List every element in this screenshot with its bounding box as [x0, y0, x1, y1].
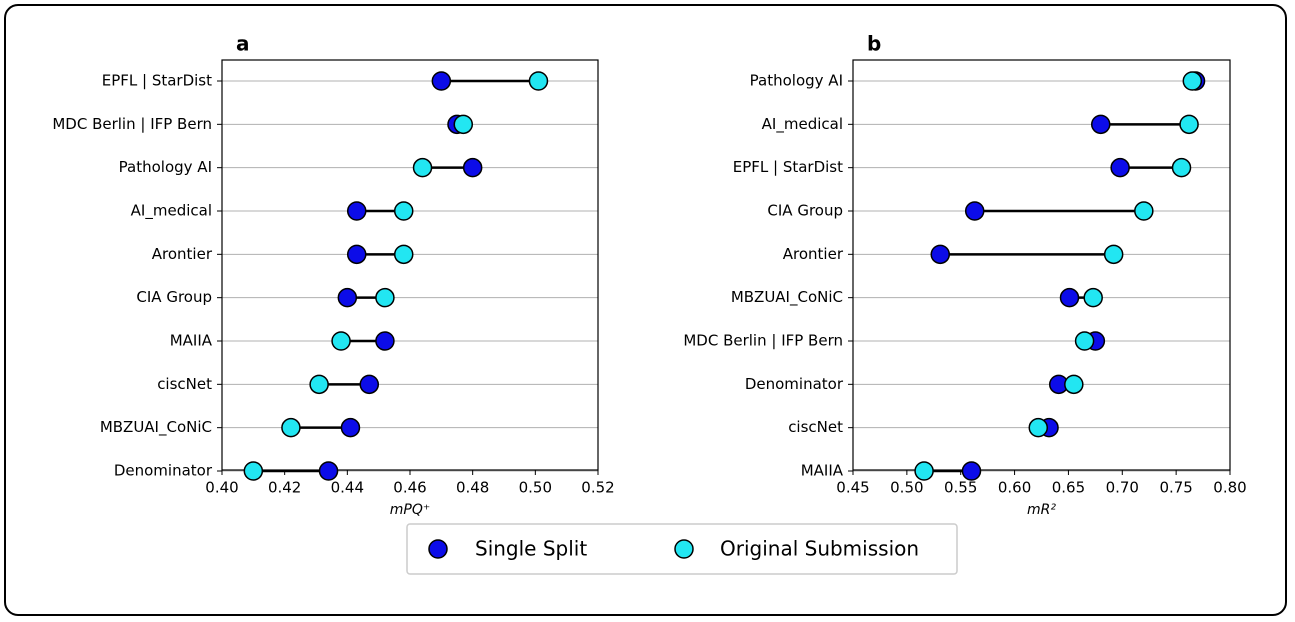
dot — [914, 461, 934, 481]
y-tick-label: Arontier — [783, 245, 844, 263]
y-tick-label: EPFL | StarDist — [733, 158, 843, 176]
frame — [4, 4, 1287, 616]
dot — [346, 244, 367, 265]
dot — [1028, 417, 1049, 438]
x-tick-label: 0.48 — [456, 479, 489, 497]
x-tick-label: 0.40 — [205, 479, 238, 497]
dot — [431, 71, 452, 91]
legend-marker — [428, 539, 448, 559]
axes-frame — [852, 59, 1231, 471]
dot — [930, 244, 950, 265]
x-tick-label: 0.50 — [519, 479, 552, 497]
x-axis-label: mR² — [1027, 502, 1056, 518]
dot — [1182, 71, 1203, 91]
panel-label: a — [236, 32, 250, 56]
dot — [346, 201, 367, 221]
dot — [331, 331, 351, 351]
dot — [1059, 287, 1080, 308]
dot — [453, 114, 474, 135]
y-tick-label: AI_medical — [762, 115, 843, 134]
y-tick-label: MAIIA — [170, 332, 213, 350]
dot — [1064, 374, 1084, 395]
y-tick-label: Denominator — [114, 462, 213, 480]
x-tick-label: 0.70 — [1106, 479, 1139, 497]
y-tick-label: Pathology AI — [750, 72, 843, 90]
dot — [1090, 114, 1111, 135]
dot — [528, 71, 549, 91]
x-tick-label: 0.55 — [944, 479, 977, 497]
dot — [375, 331, 395, 351]
dot — [462, 157, 483, 178]
dot — [337, 287, 358, 308]
dot — [281, 417, 301, 438]
y-tick-label: MBZUAI_CoNiC — [100, 418, 212, 437]
y-tick-label: MAIIA — [801, 462, 844, 480]
x-tick-label: 0.50 — [890, 479, 923, 497]
y-tick-label: Denominator — [745, 375, 844, 393]
dot — [964, 201, 985, 221]
y-tick-label: AI_medical — [131, 202, 212, 221]
x-axis-label: mPQ⁺ — [390, 502, 431, 518]
panel-label: b — [867, 32, 881, 56]
dot — [375, 287, 395, 308]
dot — [359, 374, 380, 395]
legend-label: Original Submission — [720, 537, 919, 561]
dot — [961, 461, 982, 481]
x-tick-label: 0.42 — [268, 479, 301, 497]
y-tick-label: Arontier — [152, 245, 213, 263]
x-tick-label: 0.80 — [1213, 479, 1246, 497]
y-tick-label: CIA Group — [767, 202, 843, 220]
legend-marker — [674, 539, 694, 559]
dot — [1074, 331, 1095, 351]
y-tick-label: Pathology AI — [119, 158, 212, 176]
dot — [340, 417, 361, 438]
dot — [309, 374, 329, 395]
x-tick-label: 0.46 — [393, 479, 426, 497]
dot — [412, 157, 433, 178]
dot — [243, 461, 264, 481]
y-tick-label: MDC Berlin | IFP Bern — [52, 115, 212, 133]
dot — [393, 244, 414, 265]
dot — [318, 461, 339, 481]
x-tick-label: 0.75 — [1159, 479, 1192, 497]
dot — [1171, 157, 1192, 178]
dot — [1110, 157, 1130, 178]
y-tick-label: MDC Berlin | IFP Bern — [683, 332, 843, 350]
y-tick-label: CIA Group — [136, 288, 212, 306]
y-tick-label: ciscNet — [788, 418, 843, 436]
dot — [1103, 244, 1124, 265]
legend-label: Single Split — [475, 537, 587, 561]
x-tick-label: 0.65 — [1052, 479, 1085, 497]
x-tick-label: 0.44 — [331, 479, 364, 497]
dot — [393, 201, 414, 221]
y-tick-label: EPFL | StarDist — [102, 72, 212, 90]
y-tick-label: MBZUAI_CoNiC — [731, 288, 843, 307]
y-tick-label: ciscNet — [157, 375, 212, 393]
dot — [1179, 114, 1199, 135]
x-tick-label: 0.45 — [836, 479, 869, 497]
dot — [1083, 287, 1103, 308]
dot — [1134, 201, 1154, 221]
x-tick-label: 0.52 — [581, 479, 614, 497]
x-tick-label: 0.60 — [998, 479, 1031, 497]
axes-frame — [221, 59, 599, 471]
